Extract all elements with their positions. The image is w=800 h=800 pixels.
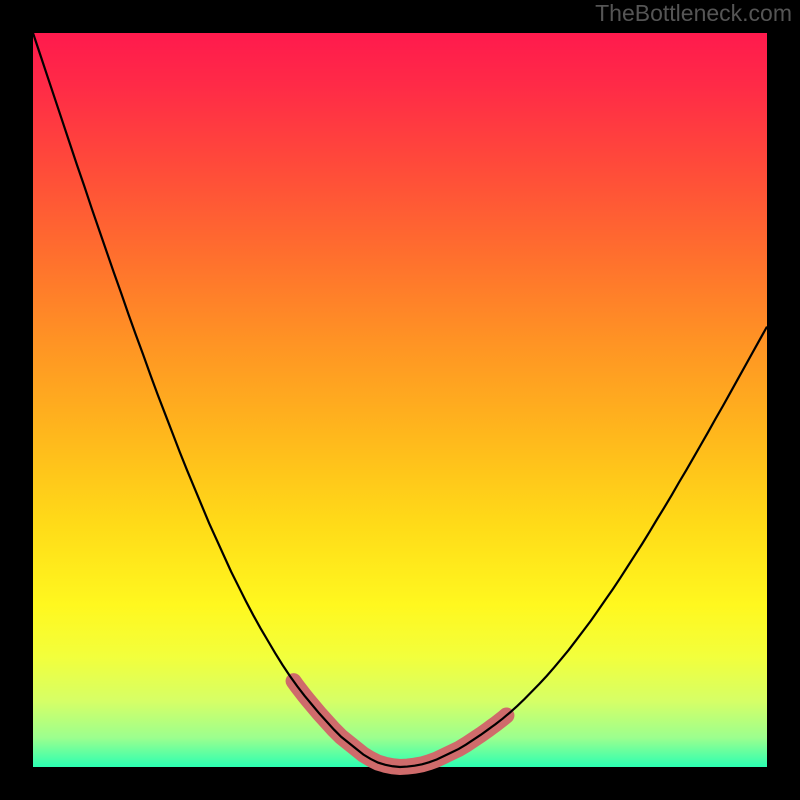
chart-stage: TheBottleneck.com [0, 0, 800, 800]
gradient-background [33, 33, 767, 767]
watermark-label: TheBottleneck.com [595, 0, 792, 27]
bottleneck-chart-svg [0, 0, 800, 800]
